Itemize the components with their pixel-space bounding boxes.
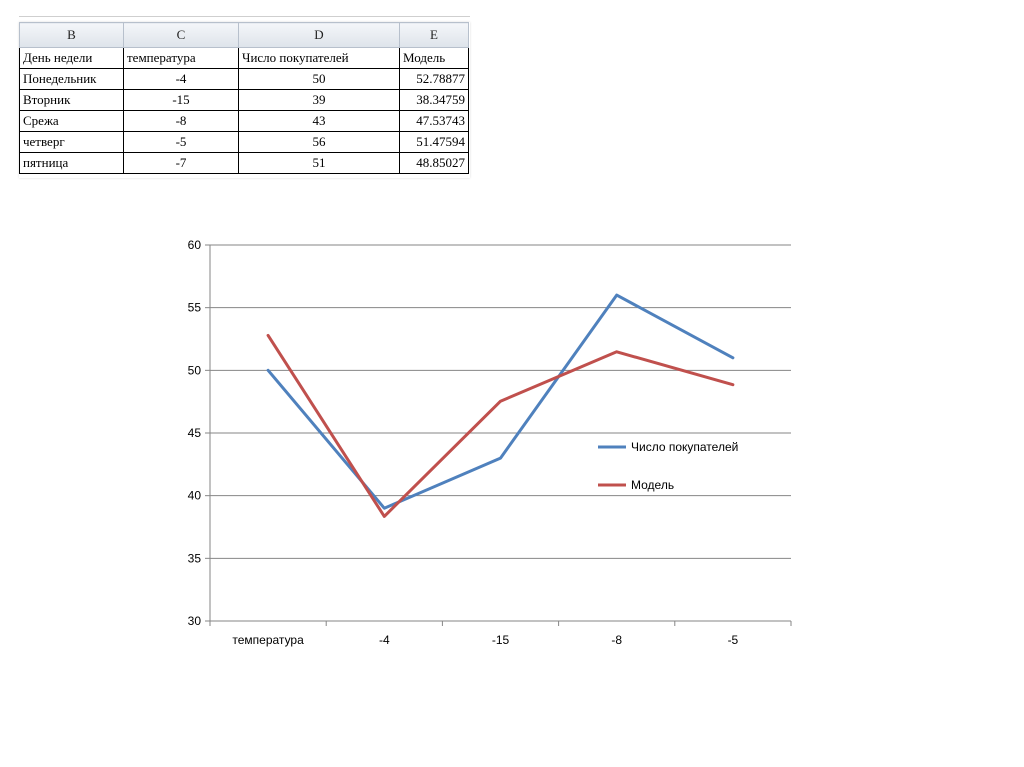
column-letter-c[interactable]: C (123, 22, 239, 48)
cell-model[interactable]: 52.78877 (399, 68, 469, 90)
cell-day[interactable]: Срежа (19, 110, 124, 132)
x-tick-label: -15 (492, 633, 510, 647)
header-customers[interactable]: Число покупателей (238, 47, 400, 69)
y-tick-label: 55 (188, 301, 202, 315)
x-tick-label: -4 (379, 633, 390, 647)
x-tick-label: температура (232, 633, 304, 647)
y-tick-label: 60 (188, 238, 202, 252)
y-tick-label: 45 (188, 426, 202, 440)
x-tick-label: -5 (728, 633, 739, 647)
header-row: День недели температура Число покупателе… (19, 47, 469, 69)
header-model[interactable]: Модель (399, 47, 469, 69)
x-tick-label: -8 (611, 633, 622, 647)
cell-day[interactable]: Вторник (19, 89, 124, 111)
column-letter-row: B C D E (19, 22, 469, 48)
cell-customers[interactable]: 39 (238, 89, 400, 111)
series-line-2[interactable] (266, 333, 735, 518)
cell-temperature[interactable]: -7 (123, 152, 239, 174)
y-tick-label: 30 (188, 614, 202, 628)
table-row: Срежа -8 43 47.53743 (19, 110, 469, 132)
y-tick-label: 35 (188, 551, 202, 565)
y-tick-label: 40 (188, 489, 202, 503)
legend-label-1: Число покупателей (631, 440, 738, 454)
cell-day[interactable]: пятница (19, 152, 124, 174)
table-row: Понедельник -4 50 52.78877 (19, 68, 469, 90)
series-line-1[interactable] (266, 293, 735, 510)
data-table: B C D E День недели температура Число по… (19, 22, 469, 174)
header-day[interactable]: День недели (19, 47, 124, 69)
legend-label-2: Модель (631, 478, 674, 492)
table-row: Вторник -15 39 38.34759 (19, 89, 469, 111)
cell-customers[interactable]: 51 (238, 152, 400, 174)
table-row: пятница -7 51 48.85027 (19, 152, 469, 174)
sheet-top-border (19, 16, 470, 21)
y-tick-label: 50 (188, 363, 202, 377)
spreadsheet-snippet: B C D E День недели температура Число по… (19, 22, 470, 178)
column-letter-d[interactable]: D (238, 22, 400, 48)
cell-temperature[interactable]: -15 (123, 89, 239, 111)
cell-model[interactable]: 48.85027 (399, 152, 469, 174)
column-letter-b[interactable]: B (19, 22, 124, 48)
